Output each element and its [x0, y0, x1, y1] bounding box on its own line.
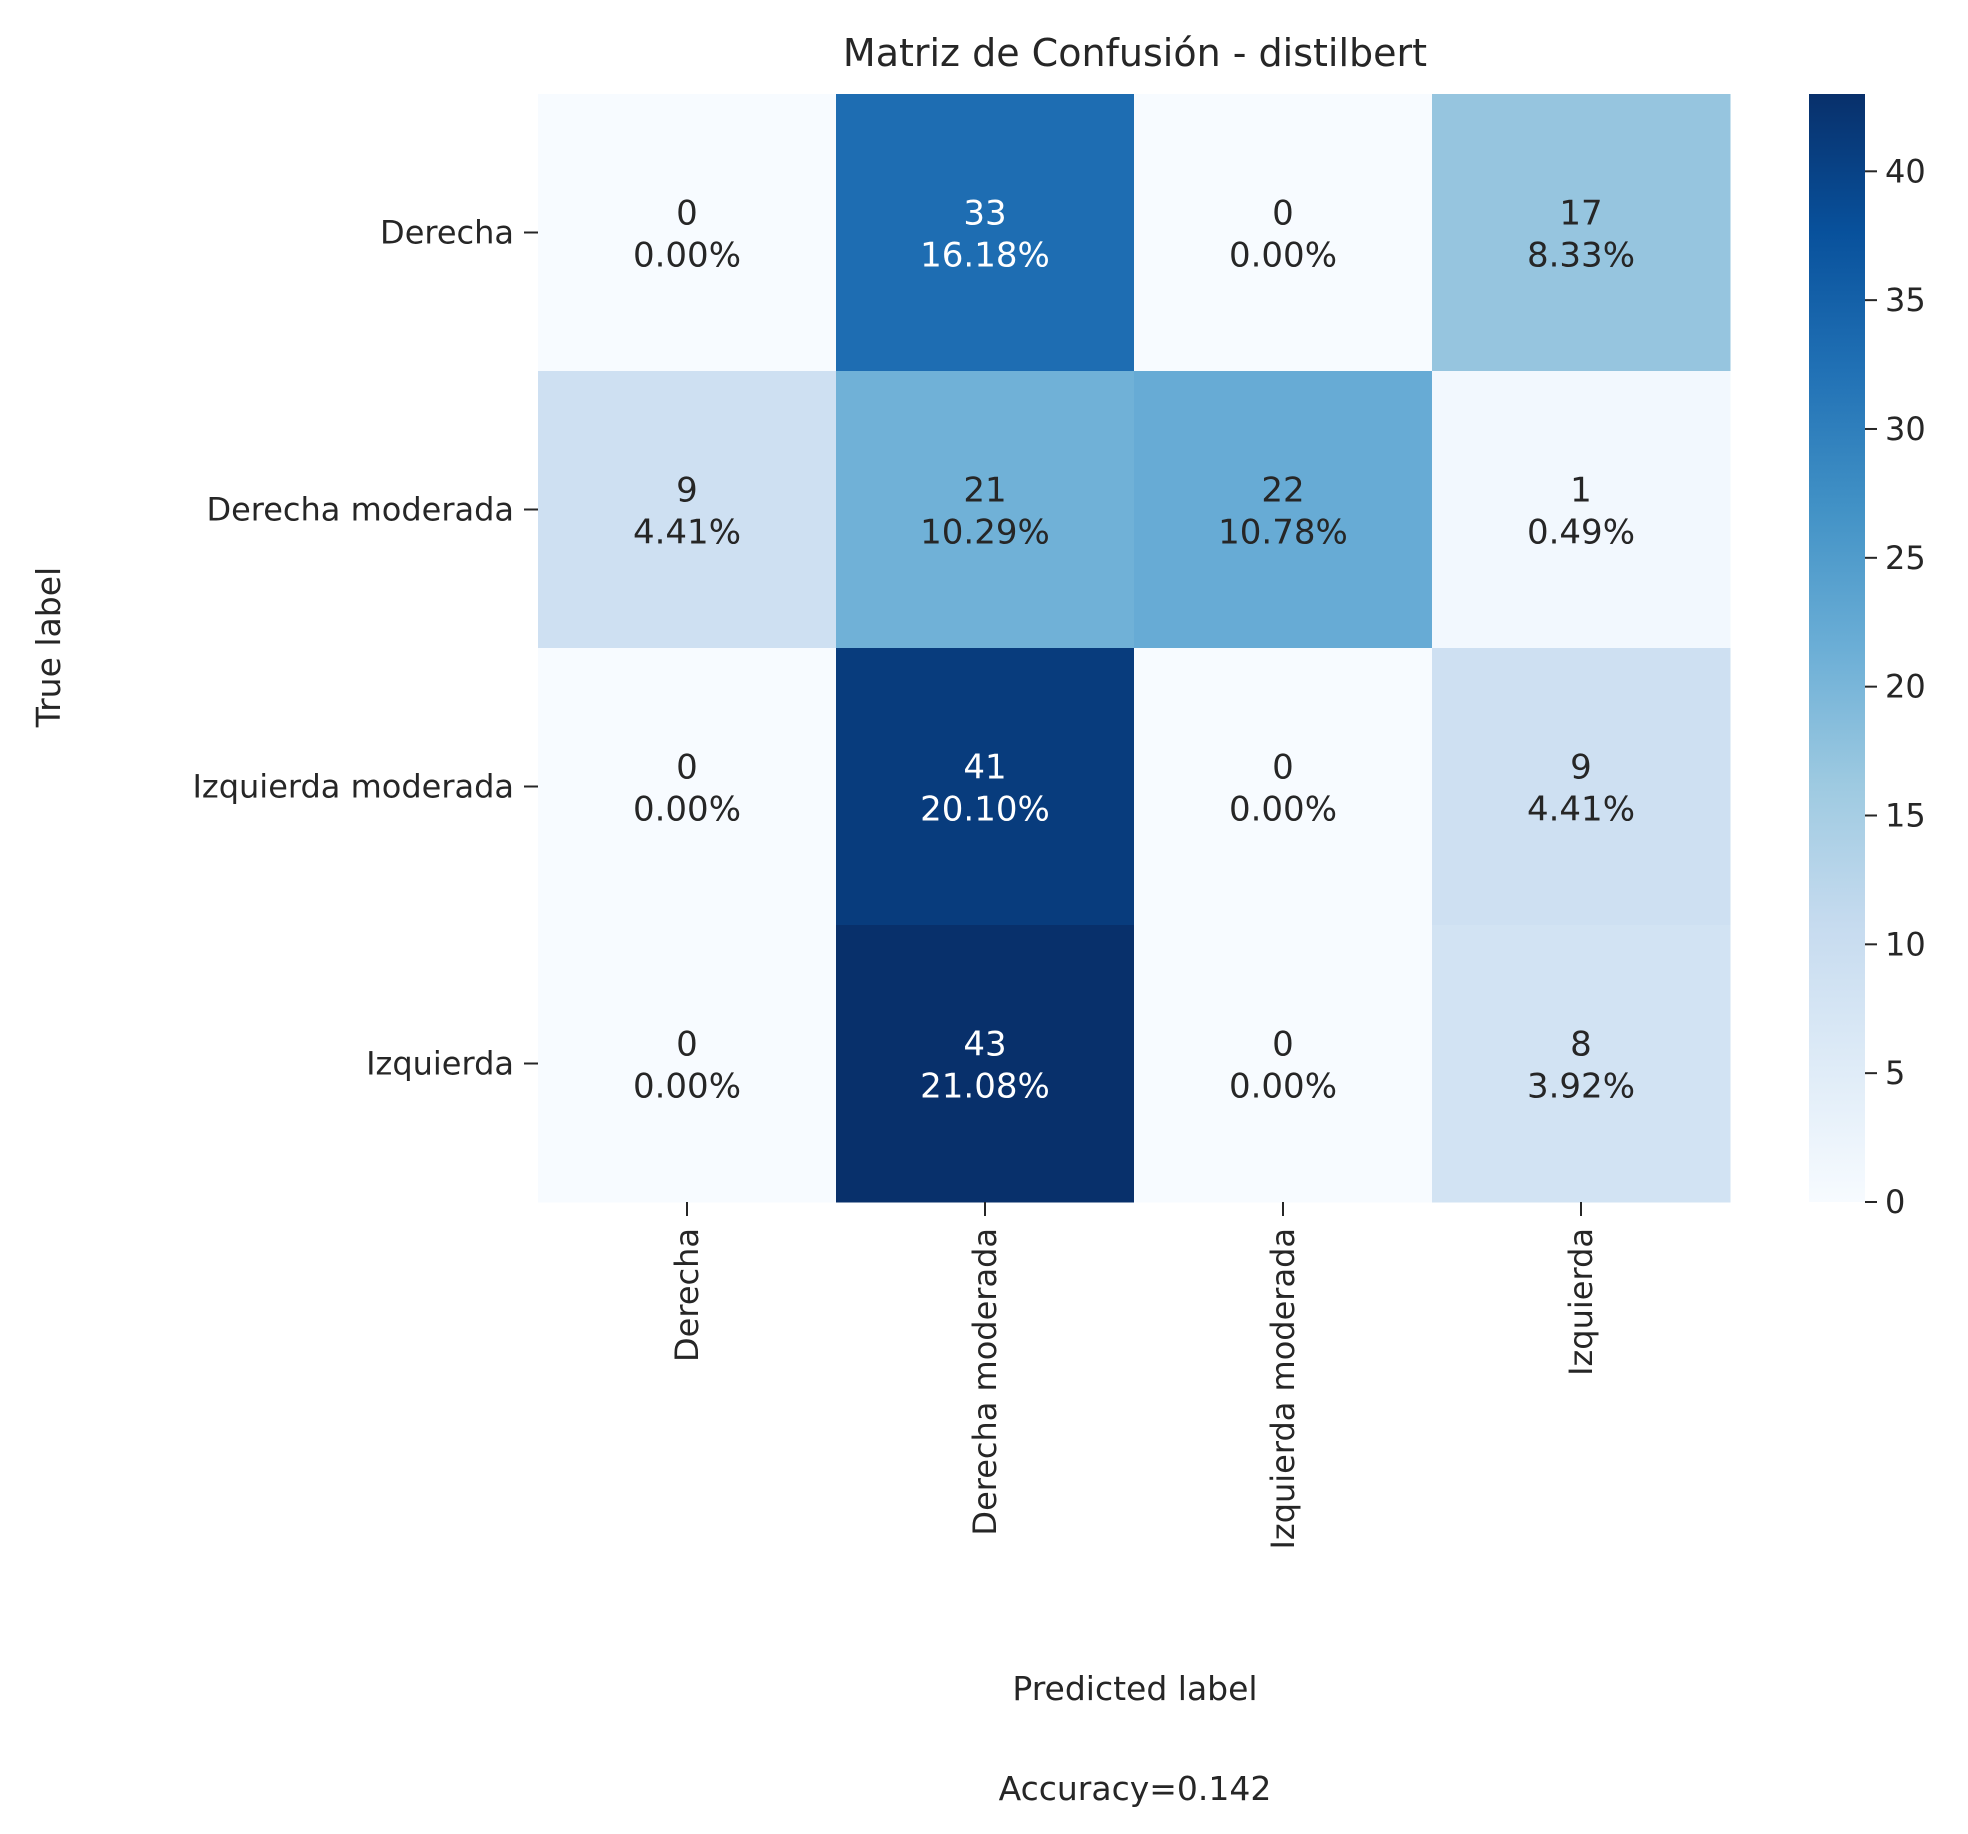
colorbar-tick-label: 20	[1885, 668, 1926, 706]
cell-percentage-label: 8.33%	[1527, 236, 1635, 276]
heatmap-cell	[538, 925, 837, 1203]
cell-count-label: 41	[963, 748, 1006, 788]
cell-percentage-label: 0.00%	[1229, 1067, 1337, 1107]
cell-percentage-label: 0.00%	[633, 790, 741, 830]
cell-count-label: 9	[676, 471, 698, 511]
x-tick-label: Derecha moderada	[966, 1228, 1004, 1536]
colorbar-tick-label: 10	[1885, 925, 1926, 963]
cell-count-label: 0	[676, 194, 698, 234]
y-tick-label: Derecha moderada	[206, 491, 514, 529]
cell-count-label: 17	[1559, 194, 1602, 234]
cell-percentage-label: 20.10%	[920, 790, 1050, 830]
accuracy-label: Accuracy=0.142	[999, 1769, 1272, 1808]
x-tick-label: Derecha	[668, 1228, 706, 1362]
cell-percentage-label: 0.00%	[1229, 790, 1337, 830]
cell-count-label: 33	[963, 194, 1006, 234]
y-axis-label: True label	[29, 567, 68, 728]
cell-percentage-label: 10.29%	[920, 513, 1050, 553]
x-tick-label: Izquierda moderada	[1264, 1228, 1302, 1550]
heatmap-cell	[1432, 94, 1731, 372]
chart-title: Matriz de Confusión - distilbert	[843, 31, 1427, 75]
heatmap-cell	[836, 925, 1135, 1203]
y-tick-label: Derecha	[380, 214, 514, 252]
cell-percentage-label: 3.92%	[1527, 1067, 1635, 1107]
heatmap-cell	[1134, 94, 1433, 372]
colorbar	[1809, 94, 1865, 1202]
y-tick-labels: Derecha Derecha moderada Izquierda moderad…	[192, 214, 538, 1083]
cell-count-label: 0	[676, 748, 698, 788]
cell-percentage-label: 0.00%	[1229, 236, 1337, 276]
cell-percentage-label: 16.18%	[920, 236, 1050, 276]
heatmap-cell	[1134, 925, 1433, 1203]
heatmap-cell	[1134, 371, 1433, 649]
heatmap-cell	[1432, 371, 1731, 649]
colorbar-tick-label: 5	[1885, 1054, 1905, 1092]
colorbar-tick-label: 30	[1885, 410, 1926, 448]
cell-percentage-label: 4.41%	[1527, 790, 1635, 830]
colorbar-ticks: 0 5 10 15 20 25 30 35 40	[1865, 152, 1926, 1221]
heatmap-cells: 00.00%3316.18%00.00%178.33%94.41%2110.29…	[538, 94, 1731, 1203]
cell-count-label: 0	[676, 1025, 698, 1065]
cell-percentage-label: 21.08%	[920, 1067, 1050, 1107]
cell-percentage-label: 10.78%	[1218, 513, 1348, 553]
cell-count-label: 0	[1272, 194, 1294, 234]
colorbar-tick-label: 35	[1885, 281, 1926, 319]
heatmap-cell	[1432, 925, 1731, 1203]
colorbar-tick-label: 15	[1885, 796, 1926, 834]
cell-percentage-label: 0.00%	[633, 1067, 741, 1107]
heatmap-cell	[538, 94, 837, 372]
y-tick-label: Izquierda	[366, 1045, 514, 1083]
cell-count-label: 1	[1570, 471, 1592, 511]
cell-count-label: 21	[963, 471, 1006, 511]
x-axis-label: Predicted label	[1012, 1669, 1257, 1708]
cell-count-label: 8	[1570, 1025, 1592, 1065]
cell-count-label: 43	[963, 1025, 1006, 1065]
cell-count-label: 0	[1272, 1025, 1294, 1065]
cell-count-label: 0	[1272, 748, 1294, 788]
cell-percentage-label: 0.49%	[1527, 513, 1635, 553]
cell-percentage-label: 0.00%	[633, 236, 741, 276]
heatmap-cell	[1134, 648, 1433, 926]
heatmap-cell	[836, 94, 1135, 372]
colorbar-tick-label: 40	[1885, 152, 1926, 190]
heatmap-cell	[538, 371, 837, 649]
y-tick-label: Izquierda moderada	[192, 768, 514, 806]
heatmap-cell	[836, 371, 1135, 649]
colorbar-tick-label: 25	[1885, 539, 1926, 577]
x-tick-label: Izquierda	[1562, 1228, 1600, 1376]
heatmap-cell	[1432, 648, 1731, 926]
colorbar-tick-label: 0	[1885, 1183, 1905, 1221]
cell-count-label: 22	[1261, 471, 1304, 511]
cell-count-label: 9	[1570, 748, 1592, 788]
x-tick-labels: Derecha Derecha moderada Izquierda moderad…	[668, 1202, 1600, 1550]
heatmap-cell	[538, 648, 837, 926]
heatmap-cell	[836, 648, 1135, 926]
cell-percentage-label: 4.41%	[633, 513, 741, 553]
